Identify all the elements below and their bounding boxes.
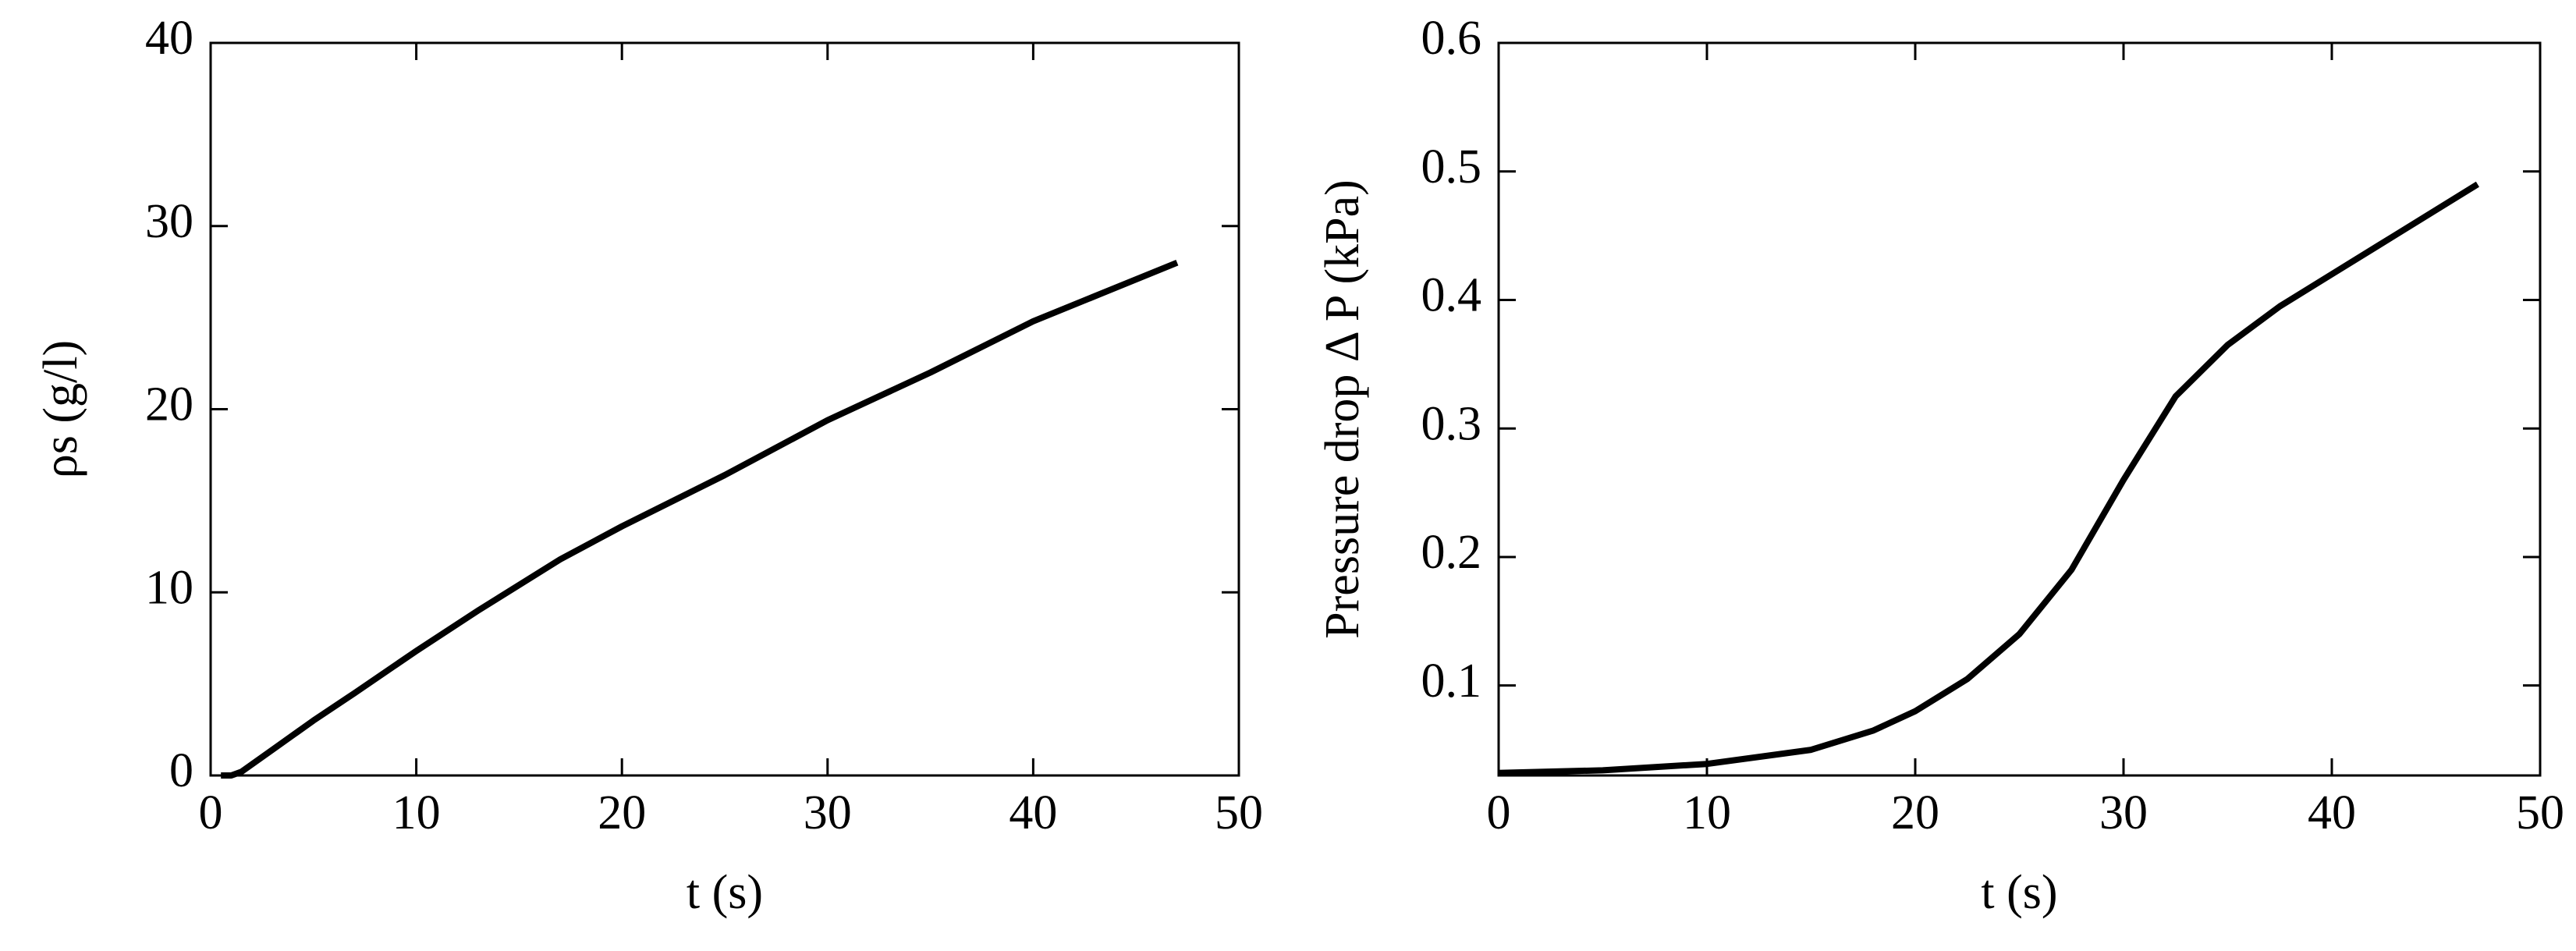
x-tick-label: 0	[1487, 786, 1511, 839]
y-tick-label: 0.4	[1421, 269, 1482, 322]
x-tick-label: 20	[598, 786, 646, 839]
data-line	[221, 259, 1179, 779]
y-tick-label: 30	[145, 195, 193, 248]
x-tick-label: 10	[1683, 786, 1731, 839]
y-axis-label: ρs (g/l)	[34, 340, 87, 478]
y-tick-label: 0.3	[1421, 397, 1482, 450]
y-tick-label: 0	[169, 744, 193, 797]
x-tick-label: 50	[1215, 786, 1263, 839]
x-tick-label: 20	[1891, 786, 1939, 839]
x-tick-label: 30	[804, 786, 852, 839]
y-tick-label: 0.6	[1421, 12, 1482, 65]
y-tick-label: 0.1	[1421, 655, 1482, 708]
x-tick-label: 10	[392, 786, 441, 839]
y-tick-label: 0.2	[1421, 526, 1482, 579]
x-axis-label: t (s)	[1981, 866, 2057, 919]
x-tick-label: 30	[2099, 786, 2148, 839]
y-tick-label: 20	[145, 378, 193, 431]
y-axis-label: Pressure drop Δ P (kPa)	[1316, 179, 1369, 639]
x-tick-label: 40	[2308, 786, 2356, 839]
x-axis-label: t (s)	[687, 866, 763, 919]
y-tick-label: 0.5	[1421, 140, 1482, 193]
plot-frame	[209, 41, 1240, 777]
x-tick-label: 50	[2516, 786, 2564, 839]
y-tick-label: 10	[145, 561, 193, 614]
plot-frame	[1497, 41, 2542, 777]
data-line	[1498, 181, 2480, 776]
x-tick-label: 0	[199, 786, 223, 839]
y-tick-label: 40	[145, 12, 193, 65]
x-tick-label: 40	[1009, 786, 1057, 839]
